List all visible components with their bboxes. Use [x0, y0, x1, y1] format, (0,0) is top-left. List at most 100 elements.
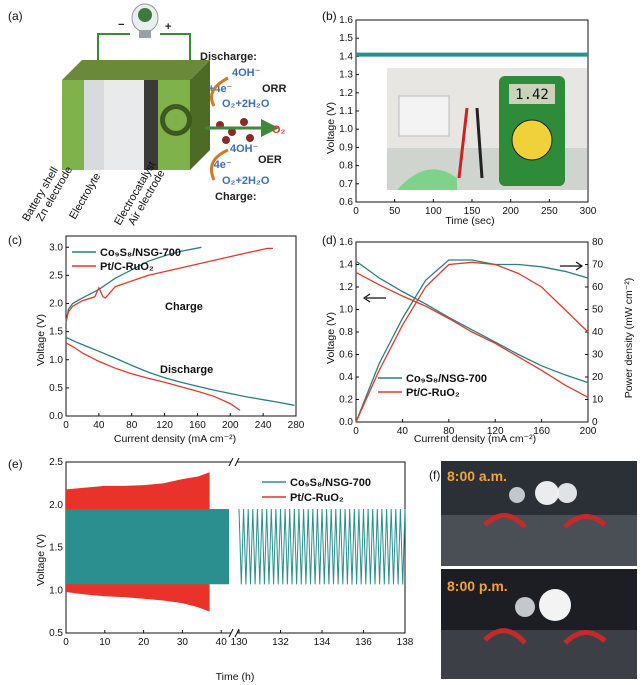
chart-c-ytick-label: 1.5: [49, 327, 63, 338]
chart-d-xtick-label: 200: [580, 426, 597, 437]
panel-label-d: (d): [322, 233, 337, 247]
chart-b-ytick-label: 1.4: [339, 51, 353, 62]
chart-c-xtick-label: 0: [63, 420, 69, 431]
chart-e-xtick-label: 0: [63, 637, 69, 648]
chart-c-ytick-label: 0.5: [49, 383, 63, 394]
panel-label-b: (b): [322, 9, 337, 23]
chart-d-ytick-right-label: 10: [592, 395, 604, 406]
chart-e-axis-break-bottom: [231, 629, 237, 637]
chart-b-xtick-label: 100: [425, 206, 442, 217]
chart-d-ytick-label: 0.8: [339, 327, 353, 338]
chart-e-xtick-label: 130: [231, 637, 248, 648]
photo-morning: [441, 461, 637, 566]
chart-b-inset-reading: 1.42: [515, 87, 549, 103]
chart-e-xtick-label: 20: [138, 637, 150, 648]
chart-d-ytick-label: 1.6: [339, 237, 353, 248]
chart-b-ytick-label: 0.6: [339, 197, 353, 208]
chart-d-arrow-left-icon: [362, 293, 386, 303]
chart-e-xtick-label: 136: [355, 637, 372, 648]
chart-d-power-line-1: [355, 261, 589, 423]
chart-e-xtick-label: 132: [272, 637, 289, 648]
chart-e-axis-break-top: [231, 458, 237, 466]
chart-c-xtick-label: 280: [288, 420, 305, 431]
o2-h2o-top: O₂+2H₂O: [222, 98, 270, 110]
chart-b-xtick-label: 150: [464, 206, 481, 217]
chart-c-legend-label: Pt/C-RuO₂: [100, 261, 154, 273]
chart-d-ytick-label: 0.6: [339, 350, 353, 361]
chart-c-ytick-label: 2.5: [49, 270, 63, 281]
panel-label-e: (e): [8, 457, 23, 471]
chart-d-ytick-label: 0.4: [339, 372, 353, 383]
chart-e-ytick-label: 2.0: [49, 500, 63, 511]
chart-c-ytick-label: 3.0: [49, 242, 63, 253]
chart-d-ytick-label: 1.4: [339, 260, 353, 271]
chart-c-ylabel: Voltage (V): [35, 314, 47, 366]
chart-c-xtick-label: 80: [126, 420, 138, 431]
chart-e-axis-break-mark: [228, 457, 240, 467]
panel-b-chart: (b) Voltage (V) Time (sec) 0.6 0.7 0.8 0.9 1…: [322, 9, 597, 227]
photo-morning-time: 8:00 a.m.: [447, 468, 507, 484]
chart-e-legend-label: Co₉S₈/NSG-700: [290, 477, 371, 489]
discharge-label: Discharge:: [200, 51, 257, 63]
chart-c-ytick-label: 0.0: [49, 411, 63, 422]
chart-d-ytick-label: 0.0: [339, 417, 353, 428]
oh-top: 4OH⁻: [232, 67, 261, 79]
chart-d-ytick-label: 1.0: [339, 305, 353, 316]
chart-d-ylabel: Voltage (V): [325, 312, 337, 364]
panel-a-schematic: (a) − + Discharge: 4OH⁻ ORR +4e⁻ O₂+2H₂O…: [8, 3, 287, 228]
chart-e-legend-label: Pt/C-RuO₂: [290, 492, 344, 504]
chart-e-ytick-label: 0.5: [49, 628, 63, 639]
chart-e-ytick-label: 2.5: [49, 457, 63, 468]
chart-e-xtick-label: 30: [177, 637, 189, 648]
chart-e-ytick-label: 1.5: [49, 543, 63, 554]
oer-label: OER: [258, 154, 282, 166]
chart-d-ytick-right-label: 60: [592, 282, 604, 293]
chart-d-ylabel-right: Power density (mW cm⁻²): [623, 278, 635, 398]
chart-b-inset-probe-black: [475, 107, 484, 179]
chart-e-ylabel: Voltage (V): [35, 534, 47, 586]
chart-b-inset-probe-red: [457, 107, 469, 179]
chart-b-inset-lcd: [509, 84, 555, 104]
chart-c-charge-line-0: [65, 246, 202, 324]
chart-d-arrow-right-icon: [560, 261, 584, 271]
plus-terminal: +: [165, 21, 171, 33]
chart-b-ytick-label: 1.0: [339, 124, 353, 135]
chart-b-xtick-label: 0: [353, 206, 359, 217]
chart-c-xtick-label: 160: [189, 420, 206, 431]
chart-d-ytick-right-label: 80: [592, 237, 604, 248]
chart-e-band-co9s8-left: [66, 509, 229, 585]
chart-d-legend-label: Co₉S₈/NSG-700: [406, 373, 487, 385]
panel-label-a: (a): [8, 9, 23, 23]
chart-e-xtick-label: 40: [216, 637, 228, 648]
oxygen-molecules: [216, 118, 254, 144]
chart-b-xtick-label: 50: [389, 206, 401, 217]
panel-c-chart: (c) Voltage (V) Current density (mA cm⁻²…: [8, 233, 305, 445]
chart-d-ytick-right-label: 40: [592, 327, 604, 338]
chart-c-discharge-line-0: [65, 336, 295, 406]
chart-b-xtick-label: 200: [502, 206, 519, 217]
chart-d-ytick-label: 1.2: [339, 282, 353, 293]
chart-d-xtick-label: 120: [487, 426, 504, 437]
battery-block: [62, 60, 210, 170]
chart-c-xtick-label: 200: [222, 420, 239, 431]
chart-e-axis-break-mark: [228, 628, 240, 638]
layer-label-electrolyte: Electrolyte: [67, 171, 103, 221]
oh-bottom: 4OH⁻: [230, 143, 259, 155]
chart-d-voltage-line-1: [355, 271, 589, 398]
panel-label-c: (c): [8, 233, 22, 247]
o2-label: O₂: [272, 124, 286, 136]
photo-evening: [441, 569, 637, 679]
chart-d-ytick-label: 0.2: [339, 395, 353, 406]
chart-c-frame: [65, 235, 297, 417]
chart-b-xtick-label: 250: [541, 206, 558, 217]
chart-c-annotation-discharge: Discharge: [160, 364, 213, 376]
chart-c-xtick-label: 40: [93, 420, 105, 431]
chart-c-ytick-label: 1.0: [49, 355, 63, 366]
chart-b-ytick-label: 0.7: [339, 179, 353, 190]
chart-e-xtick-label: 138: [397, 637, 414, 648]
discharge-arrow: [210, 76, 229, 107]
chart-e-xtick-label: 134: [314, 637, 331, 648]
chart-c-xtick-label: 240: [255, 420, 272, 431]
chart-d-voltage-line-0: [355, 260, 589, 384]
light-bulb-icon: [131, 3, 159, 38]
